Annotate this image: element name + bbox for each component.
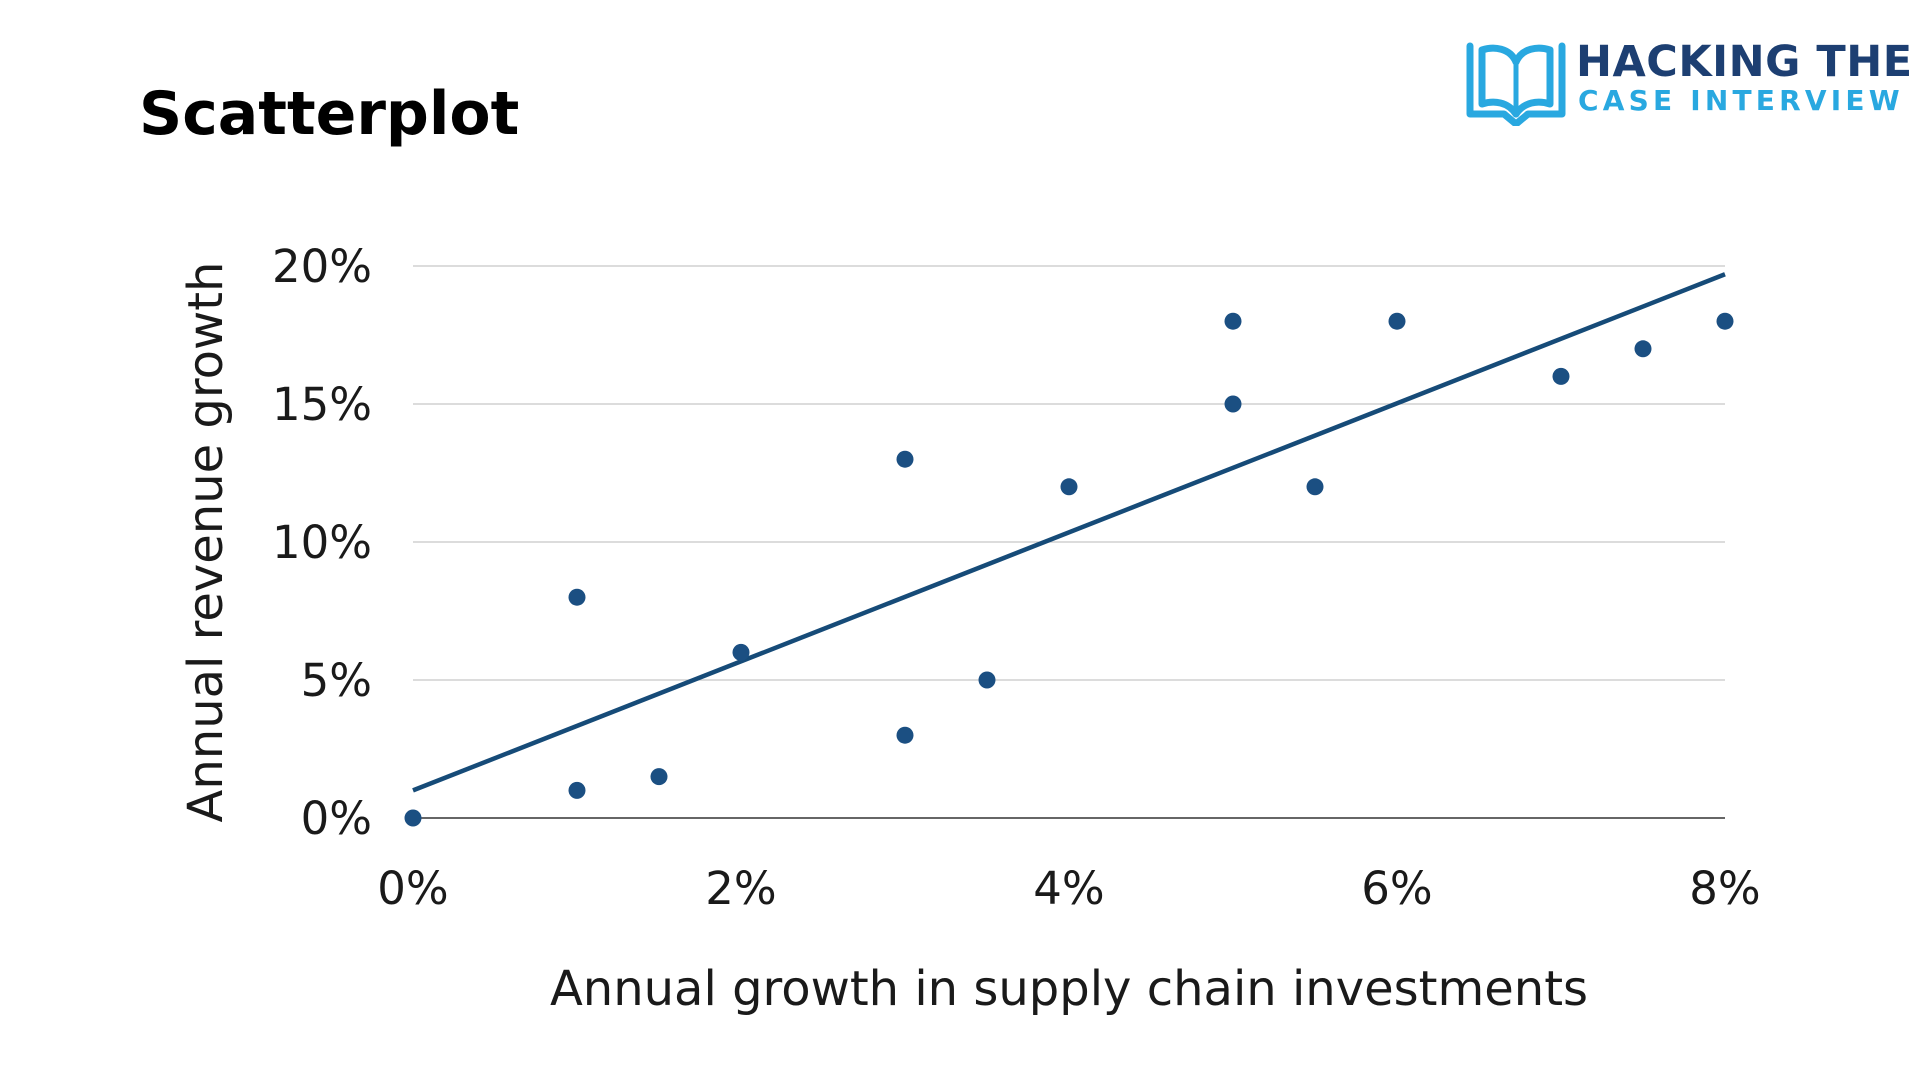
data-point [568,781,586,799]
trendline-layer [412,272,1726,793]
data-point [1224,312,1242,330]
y-tick-label: 10% [272,516,372,569]
points-layer [404,312,1734,827]
data-point [1716,312,1734,330]
data-point [1306,478,1324,496]
data-point [1060,478,1078,496]
data-point [1634,340,1652,358]
data-point [568,588,586,606]
data-point [1388,312,1406,330]
data-point [732,643,750,661]
data-point [650,768,668,786]
x-tick-label: 6% [1361,862,1432,915]
grid-layer [413,265,1725,681]
x-tick-label: 8% [1689,862,1760,915]
x-tick-label: 2% [705,862,776,915]
logo-text-line2: CASE INTERVIEW [1578,84,1904,117]
data-point [1552,367,1570,385]
data-point [1224,395,1242,413]
page-title: Scatterplot [139,79,520,149]
y-tick-label: 20% [272,240,372,293]
x-tick-label: 4% [1033,862,1104,915]
brand-logo: HACKING THE CASE INTERVIEW [1464,40,1912,130]
data-point [896,726,914,744]
y-tick-label: 15% [272,378,372,431]
y-axis-title: Annual revenue growth [178,262,234,823]
x-tick-label: 0% [377,862,448,915]
trendline [412,272,1726,793]
data-point [404,809,422,827]
logo-text-line1: HACKING THE [1576,37,1913,87]
open-book-icon [1466,42,1566,126]
y-tick-label: 5% [301,654,372,707]
y-tick-label: 0% [301,792,372,845]
data-point [896,450,914,468]
data-point [978,671,996,689]
x-axis-title: Annual growth in supply chain investment… [550,961,1588,1017]
tick-labels-layer: 0% 5% 10% 15% 20% 0% 2% 4% 6% 8% [272,240,1761,915]
